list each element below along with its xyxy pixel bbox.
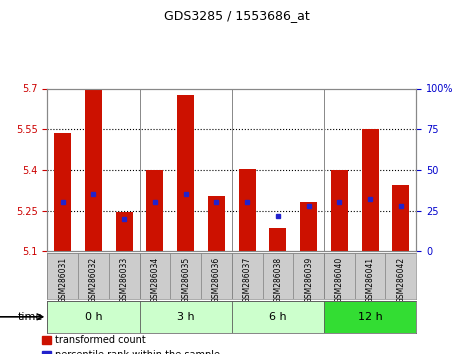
Bar [140, 301, 232, 333]
Bar [109, 253, 140, 299]
Bar [147, 170, 163, 251]
Bar [208, 196, 225, 251]
Bar [362, 129, 378, 251]
Text: GSM286040: GSM286040 [335, 257, 344, 303]
Text: GSM286038: GSM286038 [273, 257, 282, 303]
Text: GSM286042: GSM286042 [396, 257, 405, 303]
Bar [47, 253, 78, 299]
Bar [47, 301, 140, 333]
Bar [324, 301, 416, 333]
Bar [54, 133, 71, 251]
Text: 0 h: 0 h [85, 312, 102, 322]
Text: GSM286034: GSM286034 [150, 257, 159, 303]
Bar [201, 253, 232, 299]
Bar [385, 253, 416, 299]
Text: time: time [18, 312, 43, 322]
Legend: transformed count, percentile rank within the sample: transformed count, percentile rank withi… [38, 332, 224, 354]
Bar [232, 253, 263, 299]
Text: GSM286033: GSM286033 [120, 257, 129, 303]
Bar [270, 228, 286, 251]
Text: 6 h: 6 h [269, 312, 287, 322]
Text: GSM286039: GSM286039 [304, 257, 313, 303]
Text: GSM286037: GSM286037 [243, 257, 252, 303]
Text: 12 h: 12 h [358, 312, 383, 322]
Text: GDS3285 / 1553686_at: GDS3285 / 1553686_at [164, 9, 309, 22]
Bar [355, 253, 385, 299]
Bar [140, 253, 170, 299]
Bar [393, 185, 409, 251]
Bar [239, 169, 255, 251]
Bar [293, 253, 324, 299]
Text: 3 h: 3 h [177, 312, 194, 322]
Bar [170, 253, 201, 299]
Text: GSM286035: GSM286035 [181, 257, 190, 303]
Bar [324, 253, 355, 299]
Bar [331, 170, 348, 251]
Text: GSM286041: GSM286041 [366, 257, 375, 303]
Bar [116, 212, 132, 251]
Text: GSM286031: GSM286031 [58, 257, 67, 303]
Bar [263, 253, 293, 299]
Text: GSM286036: GSM286036 [212, 257, 221, 303]
Bar [232, 301, 324, 333]
Bar [78, 253, 109, 299]
Text: GSM286032: GSM286032 [89, 257, 98, 303]
Bar [177, 95, 194, 251]
Bar [300, 202, 317, 251]
Bar [85, 88, 102, 251]
